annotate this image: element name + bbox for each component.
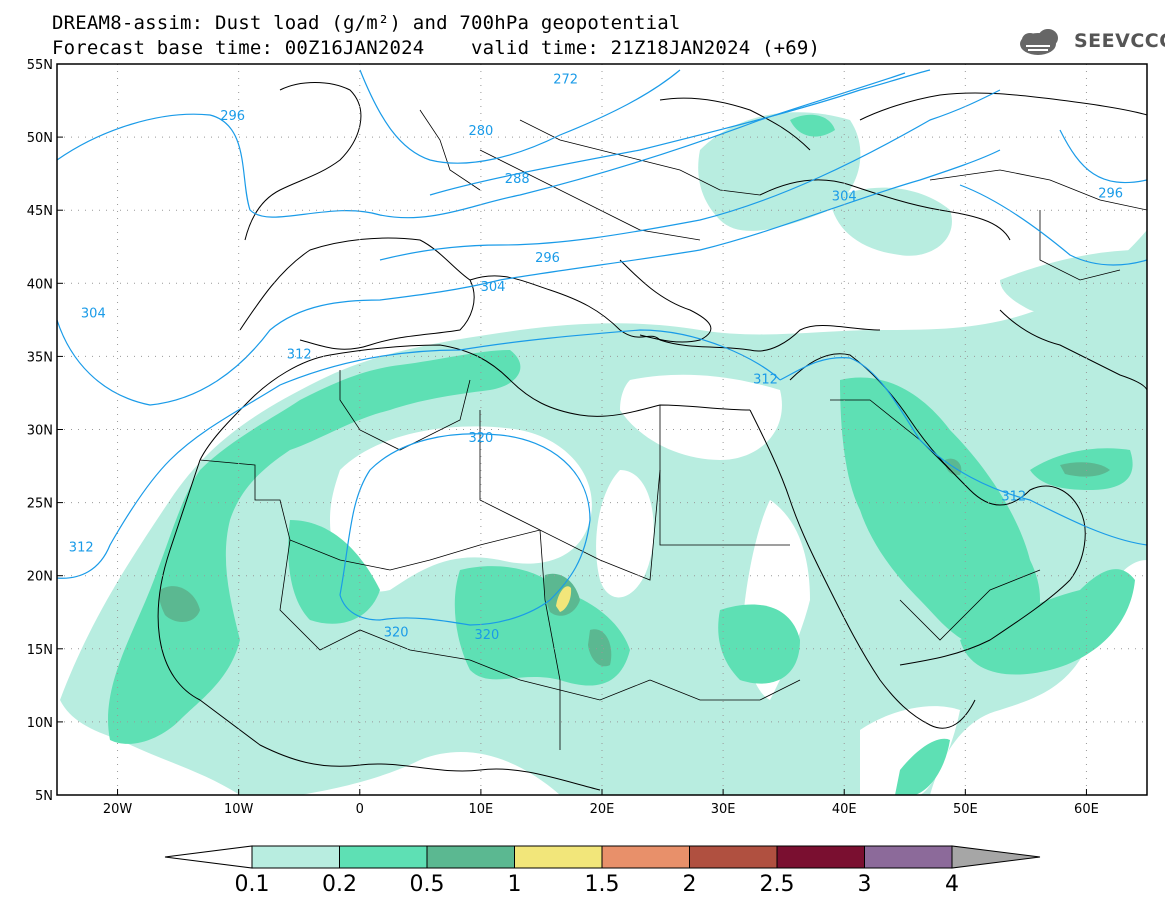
contour-label: 296	[535, 251, 560, 266]
chart-subtitle: Forecast base time: 00Z16JAN2024 valid t…	[52, 37, 820, 59]
latitude-axis: 55N 50N 45N 40N 35N 30N 25N 20N 15N 10N 5N	[27, 58, 63, 804]
lon-tick-label: 10E	[469, 802, 494, 817]
colorbar-label: 4	[945, 872, 959, 897]
lat-tick-label: 50N	[27, 131, 53, 146]
lat-tick-label: 25N	[27, 497, 53, 512]
contour-label: 312	[753, 372, 778, 387]
lat-tick-label: 45N	[27, 204, 53, 219]
contour-label: 320	[468, 431, 493, 446]
lon-tick-label: 50E	[953, 802, 978, 817]
contour-labels: 272 296 280 288 296 304 304 304 296 312 312 312 312 3…	[69, 73, 1123, 644]
dust-level-1	[556, 586, 572, 612]
contour-label: 296	[220, 109, 245, 124]
colorbar-label: 1.5	[584, 872, 620, 897]
colorbar-under-triangle	[164, 845, 253, 869]
lat-tick-label: 5N	[35, 789, 53, 804]
logo-text: SEEVCCC	[1074, 30, 1165, 52]
colorbar-over-triangle	[951, 845, 1041, 869]
geopotential-contours	[57, 69, 1147, 626]
contour-label: 320	[475, 628, 500, 643]
colorbar-label: 3	[857, 872, 872, 897]
dust-field	[60, 112, 1147, 795]
chart-title: DREAM8-assim: Dust load (g/m²) and 700hP…	[52, 12, 681, 34]
lat-tick-label: 40N	[27, 277, 53, 292]
contour-label: 320	[384, 625, 409, 640]
colorbar-swatch	[864, 845, 953, 869]
colorbar-swatch	[426, 845, 515, 869]
lon-tick-label: 40E	[832, 802, 857, 817]
lon-tick-label: 0	[356, 802, 364, 817]
dust-level-0-5	[159, 458, 1110, 667]
dust-level-0-2	[108, 114, 1135, 795]
colorbar-swatch	[776, 845, 865, 869]
contour-label: 272	[553, 73, 578, 88]
contour-label: 312	[69, 540, 94, 555]
coastlines	[157, 82, 1147, 791]
cloud-logo-icon	[1020, 29, 1058, 55]
contour-label: 288	[505, 172, 530, 187]
lon-tick-label: 30E	[711, 802, 736, 817]
colorbar-swatch	[689, 845, 778, 869]
lat-tick-label: 10N	[27, 716, 53, 731]
contour-label: 312	[1001, 489, 1026, 504]
valid-time: valid time: 21Z18JAN2024 (+69)	[471, 37, 821, 59]
country-borders	[199, 109, 1147, 750]
contour-label: 304	[81, 307, 106, 322]
colorbar-swatch	[601, 845, 690, 869]
colorbar-swatch	[514, 845, 603, 869]
contour-label: 304	[481, 280, 506, 295]
colorbar-label: 0.1	[234, 872, 270, 897]
colorbar	[164, 845, 1041, 869]
lon-tick-label: 20W	[103, 802, 133, 817]
colorbar-swatch	[251, 845, 340, 869]
contour-label: 312	[287, 347, 312, 362]
lon-tick-label: 20E	[590, 802, 615, 817]
contour-label: 304	[832, 190, 857, 205]
lat-tick-label: 35N	[27, 350, 53, 365]
colorbar-label: 2	[682, 872, 697, 897]
colorbar-label: 0.2	[322, 872, 357, 897]
lat-tick-label: 20N	[27, 570, 53, 585]
graticule	[57, 63, 1147, 796]
colorbar-label: 2.5	[759, 872, 795, 897]
lat-tick-label: 55N	[27, 58, 53, 73]
longitude-axis: 20W 10W 0 10E 20E 30E 40E 50E 60E	[103, 789, 1099, 817]
contour-label: 296	[1098, 187, 1123, 202]
lon-tick-label: 10W	[224, 802, 254, 817]
contour-label: 280	[468, 124, 493, 139]
colorbar-label: 1	[507, 872, 522, 897]
colorbar-swatch	[339, 845, 428, 869]
lat-tick-label: 15N	[27, 643, 53, 658]
colorbar-label: 0.5	[409, 872, 445, 897]
lon-tick-label: 60E	[1074, 802, 1099, 817]
dust-free-areas	[330, 374, 1147, 795]
lat-tick-label: 30N	[27, 424, 53, 439]
base-time: Forecast base time: 00Z16JAN2024	[52, 37, 425, 59]
